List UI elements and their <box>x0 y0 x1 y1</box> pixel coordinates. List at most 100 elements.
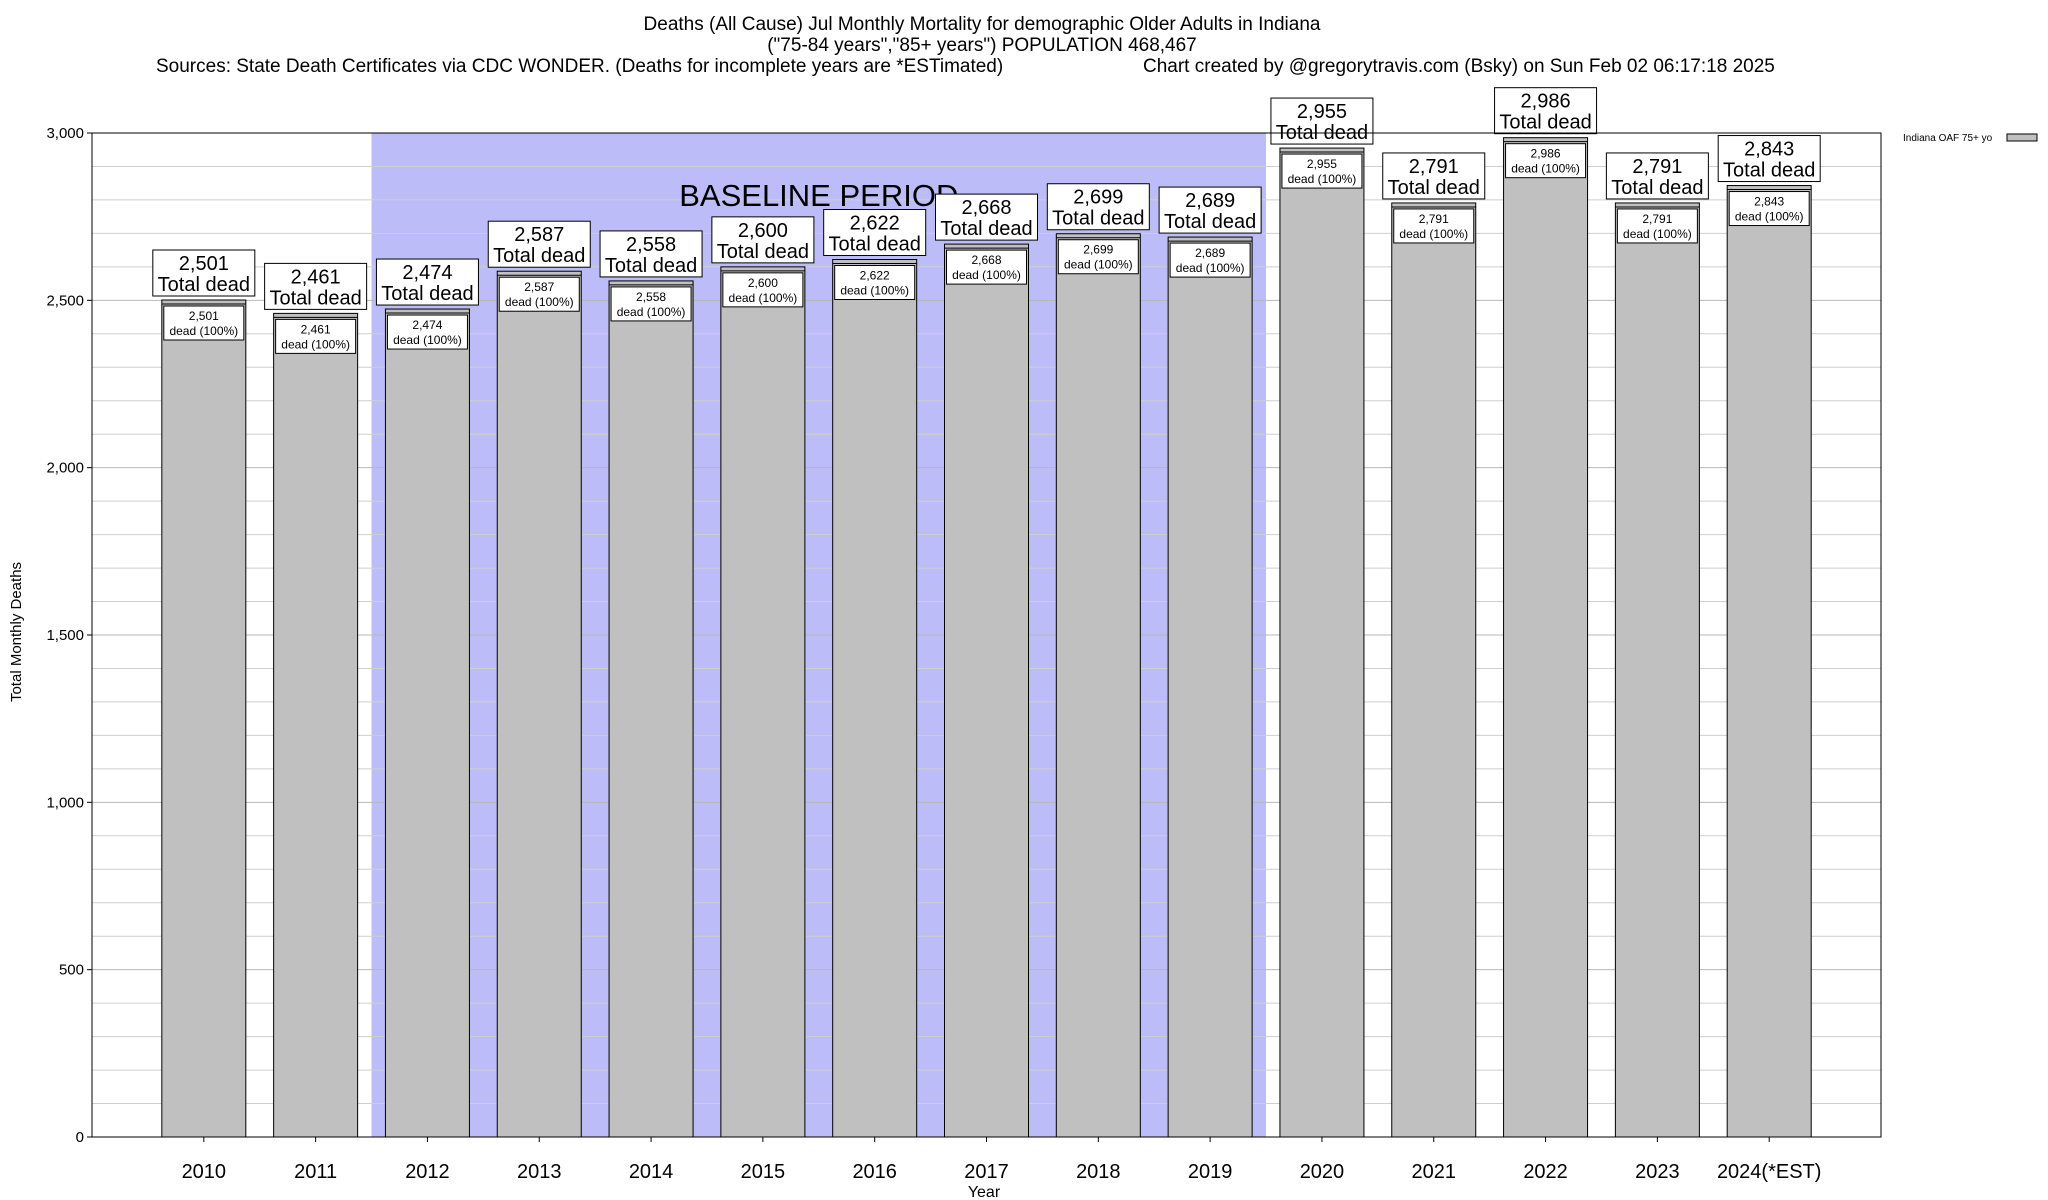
total-label-box <box>152 249 256 297</box>
inner-label-box <box>946 249 1027 285</box>
inner-label-box <box>163 305 245 341</box>
inner-label-box <box>722 272 804 308</box>
total-value-label: 2,668 <box>961 197 1011 219</box>
inner-value-label: 2,501 <box>189 309 219 323</box>
inner-label-box <box>610 286 692 322</box>
inner-value-label: 2,689 <box>1195 246 1225 260</box>
total-label-box <box>264 262 368 310</box>
total-value-label: 2,501 <box>179 253 229 275</box>
chart-sources: Sources: State Death Certificates via CD… <box>156 56 1003 77</box>
legend-label: Indiana OAF 75+ yo <box>1903 133 1993 144</box>
inner-percent-label: dead (100%) <box>617 305 686 319</box>
total-dead-label: Total dead <box>381 283 473 305</box>
y-tick-label: 500 <box>59 962 84 979</box>
inner-label-box <box>1169 242 1251 278</box>
bar <box>720 266 806 1138</box>
bar <box>1391 202 1477 1138</box>
chart-title: Deaths (All Cause) Jul Monthly Mortality… <box>644 14 1321 35</box>
x-tick-label: 2016 <box>852 1161 897 1183</box>
inner-label-box <box>275 318 357 354</box>
inner-percent-label: dead (100%) <box>1511 162 1580 176</box>
bar <box>608 280 694 1138</box>
bar <box>1279 147 1365 1138</box>
plot-area: BASELINE PERIOD 0 500 1,000 1,500 2,000 2,500 3… <box>46 87 1882 1183</box>
total-dead-label: Total dead <box>1499 112 1591 134</box>
total-value-label: 2,461 <box>291 266 341 288</box>
x-tick-label: 2011 <box>294 1161 337 1183</box>
baseline-period-label: BASELINE PERIOD <box>679 178 958 213</box>
inner-value-label: 2,791 <box>1642 212 1672 226</box>
inner-value-label: 2,791 <box>1419 212 1449 226</box>
x-tick-label: 2012 <box>405 1161 450 1183</box>
bar <box>496 270 582 1138</box>
inner-percent-label: dead (100%) <box>1735 210 1804 224</box>
total-label-box <box>1046 183 1150 231</box>
inner-percent-label: dead (100%) <box>952 268 1021 282</box>
total-value-label: 2,558 <box>626 234 676 256</box>
inner-label-box <box>1057 239 1139 275</box>
inner-percent-label: dead (100%) <box>729 291 798 305</box>
chart-credit: Chart created by @gregorytravis.com (Bsk… <box>1143 56 1775 77</box>
total-label-box <box>823 209 927 257</box>
inner-value-label: 2,955 <box>1307 157 1337 171</box>
plot-frame <box>91 132 1882 1138</box>
chart-subtitle: ("75-84 years","85+ years") POPULATION 4… <box>767 35 1197 56</box>
inner-percent-label: dead (100%) <box>1064 258 1133 272</box>
x-tick-label: 2018 <box>1076 1161 1121 1183</box>
total-label-box <box>711 216 815 264</box>
inner-value-label: 2,668 <box>971 253 1001 267</box>
inner-percent-label: dead (100%) <box>169 324 238 338</box>
total-dead-label: Total dead <box>158 274 250 296</box>
total-dead-label: Total dead <box>1723 160 1815 182</box>
inner-value-label: 2,558 <box>636 290 666 304</box>
total-value-label: 2,699 <box>1073 187 1123 209</box>
inner-value-label: 2,474 <box>412 318 442 332</box>
total-dead-label: Total dead <box>829 234 921 256</box>
total-label-box <box>1605 152 1709 200</box>
y-tick-label: 0 <box>76 1129 84 1146</box>
inner-percent-label: dead (100%) <box>840 284 909 298</box>
total-value-label: 2,587 <box>514 224 564 246</box>
total-value-label: 2,600 <box>738 220 788 242</box>
total-dead-label: Total dead <box>717 241 809 263</box>
total-dead-label: Total dead <box>605 255 697 277</box>
total-value-label: 2,843 <box>1744 139 1794 161</box>
total-dead-label: Total dead <box>940 218 1032 240</box>
x-tick-label: 2017 <box>964 1161 1009 1183</box>
total-label-box <box>599 230 703 278</box>
x-tick-label: 2013 <box>517 1161 562 1183</box>
x-tick-label: 2015 <box>741 1161 786 1183</box>
inner-percent-label: dead (100%) <box>281 337 350 351</box>
total-dead-label: Total dead <box>269 287 361 309</box>
inner-label-box <box>498 276 580 312</box>
x-tick-label: 2022 <box>1523 1161 1568 1183</box>
inner-label-box <box>1728 191 1810 227</box>
legend-swatch <box>2006 133 2038 142</box>
total-value-label: 2,955 <box>1297 101 1347 123</box>
inner-percent-label: dead (100%) <box>1288 172 1357 186</box>
total-value-label: 2,689 <box>1185 190 1235 212</box>
inner-value-label: 2,587 <box>524 280 554 294</box>
total-label-box <box>1382 152 1486 200</box>
inner-label-box <box>1616 208 1698 244</box>
total-label-box <box>487 220 591 268</box>
x-axis-label: Year <box>968 1184 1001 1200</box>
total-value-label: 2,791 <box>1409 156 1459 178</box>
inner-label-box <box>1281 153 1363 189</box>
total-value-label: 2,622 <box>850 213 900 235</box>
x-tick-label: 2021 <box>1412 1161 1457 1183</box>
inner-value-label: 2,986 <box>1531 147 1561 161</box>
x-tick-label: 2014 <box>629 1161 674 1183</box>
inner-value-label: 2,622 <box>860 269 890 283</box>
y-tick-label: 3,000 <box>46 125 84 142</box>
x-tick-label: 2019 <box>1188 1161 1233 1183</box>
y-tick-label: 2,000 <box>46 460 84 477</box>
bar <box>1726 185 1812 1138</box>
bar <box>161 299 247 1138</box>
total-dead-label: Total dead <box>1611 177 1703 199</box>
x-tick-label: 2023 <box>1635 1161 1680 1183</box>
bar <box>944 243 1029 1138</box>
bar <box>832 259 918 1138</box>
inner-label-box <box>834 265 916 301</box>
total-label-box <box>1717 135 1821 183</box>
